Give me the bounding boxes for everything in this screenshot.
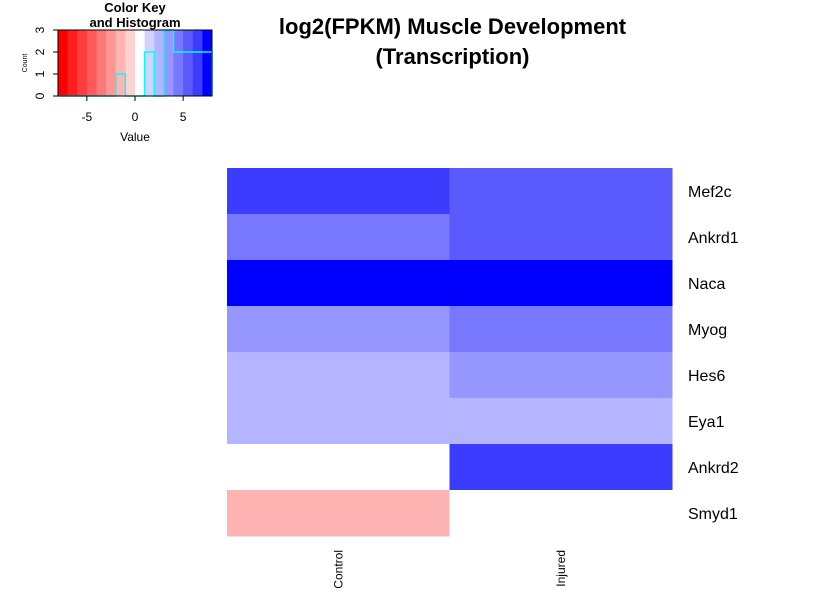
color-key-band xyxy=(202,30,213,96)
color-key-y-tick-label: 2 xyxy=(33,48,47,55)
heatmap-row-label: Myog xyxy=(688,322,727,339)
heatmap-cell xyxy=(449,352,673,399)
heatmap-cell xyxy=(227,444,450,491)
heatmap-row-label: Mef2c xyxy=(688,184,732,201)
heatmap-cell xyxy=(449,444,673,491)
heatmap-column-labels: Control Injured xyxy=(331,550,568,589)
color-key-title: Color Key and Histogram xyxy=(58,0,212,30)
heatmap-cell xyxy=(227,168,450,215)
color-key-band xyxy=(86,30,97,96)
color-key-band xyxy=(144,30,155,96)
color-key-ylabel: Count xyxy=(22,54,29,73)
color-key-title-line2: and Histogram xyxy=(89,15,181,30)
color-key-bands xyxy=(58,30,213,96)
color-key-band xyxy=(125,30,136,96)
heatmap-cell xyxy=(227,398,450,445)
color-key-y-axis: 0 1 2 3 xyxy=(33,26,58,99)
chart-title: log2(FPKM) Muscle Development (Transcrip… xyxy=(200,12,705,72)
heatmap-row-labels: Mef2c Ankrd1 Naca Myog Hes6 Eya1 Ankrd2 Smyd1 xyxy=(688,184,739,523)
heatmap-row-label: Hes6 xyxy=(688,368,725,385)
color-key-x-axis: -5 0 5 xyxy=(82,96,187,124)
heatmap-cell xyxy=(449,168,673,215)
color-key-x-tick-label: 0 xyxy=(132,110,139,124)
heatmap-cell xyxy=(227,352,450,399)
heatmap-cell xyxy=(227,214,450,261)
color-key-band xyxy=(77,30,88,96)
color-key-band xyxy=(135,30,146,96)
color-key-band xyxy=(163,30,174,96)
heatmap-cell xyxy=(227,490,450,537)
color-key-band xyxy=(58,30,69,96)
color-key-title-line1: Color Key xyxy=(104,0,166,15)
color-key-band xyxy=(183,30,194,96)
heatmap-row-label: Smyd1 xyxy=(688,506,738,523)
heatmap-cell xyxy=(227,306,450,353)
heatmap-cell xyxy=(227,260,450,307)
heatmap-row-label: Naca xyxy=(688,276,725,293)
color-key-xlabel: Value xyxy=(120,130,150,144)
color-key-band xyxy=(154,30,165,96)
color-key-y-tick-label: 3 xyxy=(33,26,47,33)
heatmap-cell xyxy=(449,306,673,353)
heatmap-cell xyxy=(449,214,673,261)
heatmap-row-label: Eya1 xyxy=(688,414,725,431)
color-key-band xyxy=(96,30,107,96)
heatmap-row-label: Ankrd2 xyxy=(688,460,739,477)
color-key-band xyxy=(106,30,117,96)
heatmap-cell xyxy=(449,490,673,537)
heatmap-row-label: Ankrd1 xyxy=(688,230,739,247)
color-key-y-tick-label: 1 xyxy=(33,70,47,77)
color-key-band xyxy=(173,30,184,96)
color-key-band xyxy=(115,30,126,96)
color-key-band xyxy=(67,30,78,96)
chart-title-line2: (Transcription) xyxy=(375,44,530,69)
color-key-x-tick-label: 5 xyxy=(180,110,187,124)
chart-title-line1: log2(FPKM) Muscle Development xyxy=(278,14,627,39)
heatmap-column-label: Injured xyxy=(554,550,568,587)
heatmap xyxy=(227,168,673,537)
heatmap-cell xyxy=(449,260,673,307)
color-key-y-tick-label: 0 xyxy=(33,92,47,99)
heatmap-column-label: Control xyxy=(331,550,345,589)
color-key-x-tick-label: -5 xyxy=(82,110,93,124)
color-key-band xyxy=(192,30,203,96)
heatmap-cell xyxy=(449,398,673,445)
